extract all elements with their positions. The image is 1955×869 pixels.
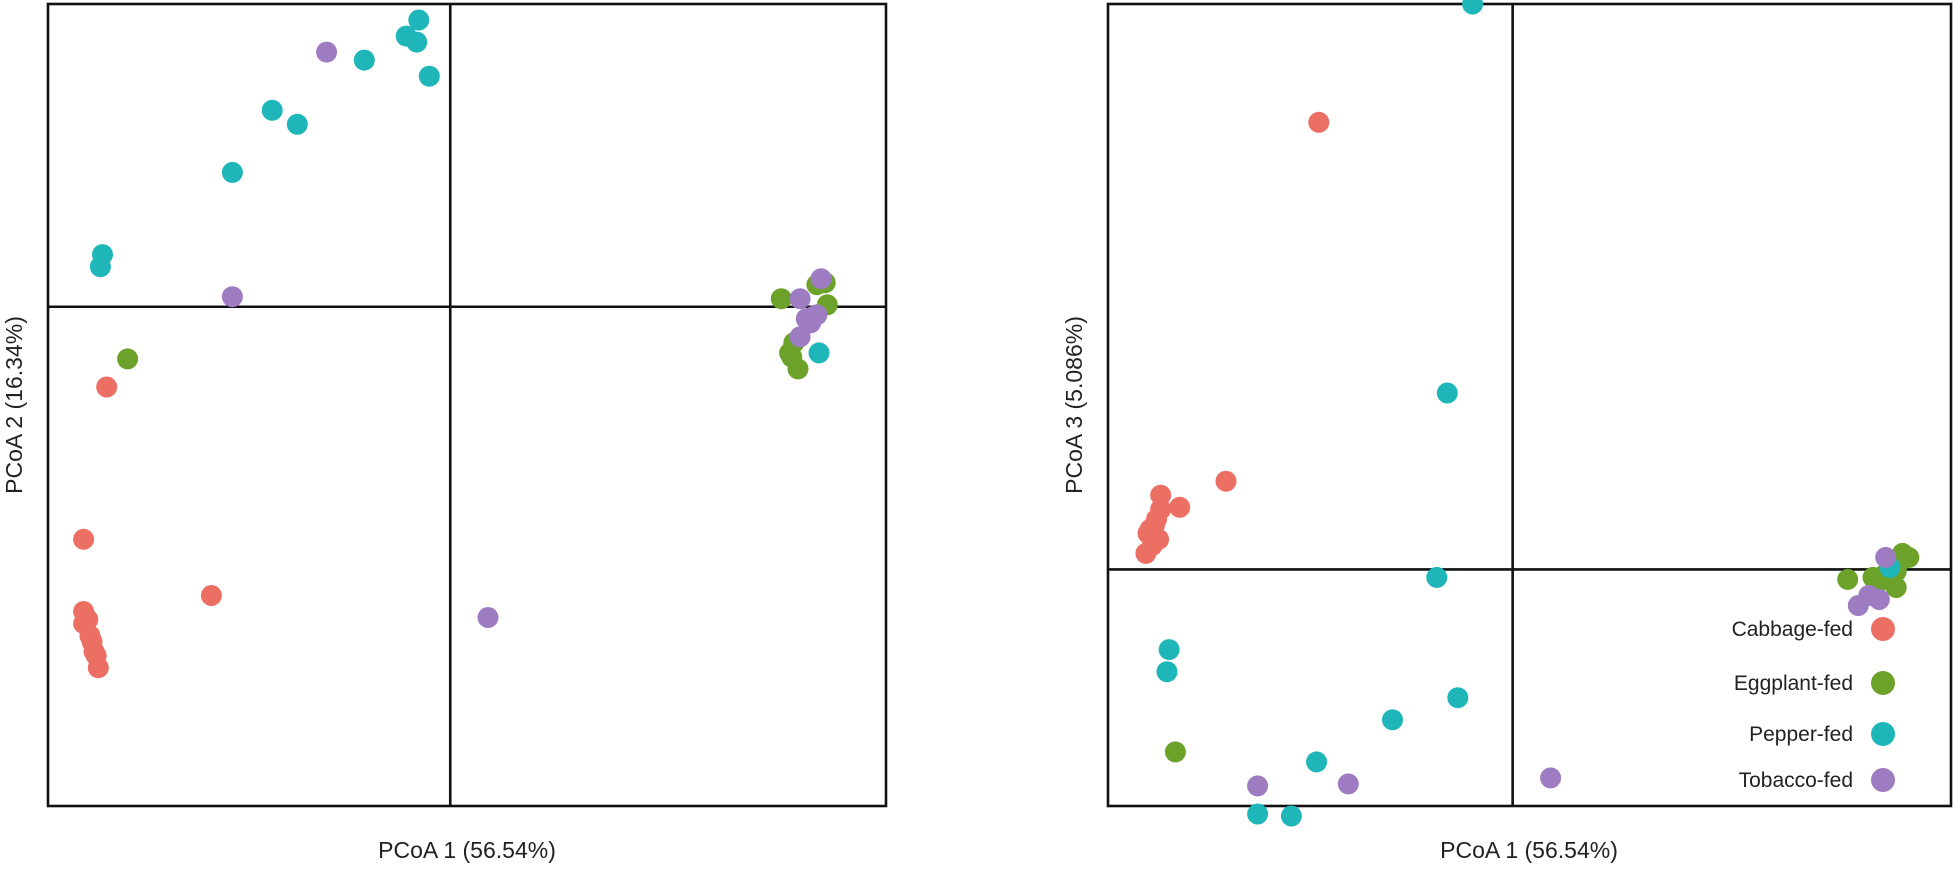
point-tobacco-fed — [1875, 546, 1897, 568]
legend-item-pepper-fed: Pepper-fed — [1749, 722, 1895, 746]
point-cabbage-fed — [1308, 111, 1330, 133]
point-cabbage-fed — [1150, 484, 1172, 506]
point-tobacco-fed — [477, 607, 499, 628]
legend-item-tobacco-fed: Tobacco-fed — [1739, 768, 1895, 792]
point-pepper-fed — [1382, 709, 1403, 731]
point-pepper-fed — [1247, 803, 1269, 825]
point-tobacco-fed — [1337, 773, 1359, 795]
point-tobacco-fed — [789, 288, 811, 310]
legend-label: Cabbage-fed — [1732, 618, 1853, 641]
point-pepper-fed — [408, 9, 430, 31]
point-tobacco-fed — [810, 268, 832, 290]
point-cabbage-fed — [96, 376, 118, 398]
point-tobacco-fed — [316, 41, 338, 63]
point-eggplant-fed — [1898, 546, 1920, 568]
point-pepper-fed — [1462, 0, 1484, 15]
legend-label: Tobacco-fed — [1739, 769, 1853, 792]
legend-label: Pepper-fed — [1749, 723, 1853, 746]
y-axis-label: PCoA 3 (5.086%) — [1061, 316, 1087, 494]
point-pepper-fed — [1426, 566, 1448, 588]
legend-item-cabbage-fed: Cabbage-fed — [1732, 617, 1895, 641]
point-cabbage-fed — [1169, 496, 1191, 518]
point-cabbage-fed — [77, 609, 99, 630]
y-axis-label: PCoA 2 (16.34%) — [1, 316, 27, 494]
point-pepper-fed — [1158, 639, 1180, 661]
pcoa-panel-1-vs-2: PCoA 1 (56.54%) PCoA 2 (16.34%) — [1, 2, 888, 863]
data-points — [1135, 0, 1920, 827]
point-pepper-fed — [1156, 661, 1178, 683]
legend-swatch — [1871, 617, 1895, 641]
point-cabbage-fed — [1215, 470, 1237, 492]
legend-swatch — [1871, 671, 1895, 695]
point-pepper-fed — [418, 65, 440, 87]
point-eggplant-fed — [1164, 741, 1186, 763]
point-tobacco-fed — [1247, 775, 1269, 797]
point-tobacco-fed — [1868, 589, 1890, 610]
point-pepper-fed — [286, 113, 308, 135]
point-pepper-fed — [221, 161, 243, 183]
point-eggplant-fed — [770, 288, 792, 310]
point-pepper-fed — [1306, 751, 1328, 773]
point-pepper-fed — [1447, 687, 1469, 709]
point-pepper-fed — [1436, 382, 1458, 404]
point-eggplant-fed — [781, 346, 803, 368]
point-pepper-fed — [261, 99, 283, 121]
data-points — [73, 9, 838, 679]
point-pepper-fed — [1280, 805, 1302, 827]
point-pepper-fed — [89, 256, 111, 278]
point-tobacco-fed — [1540, 767, 1562, 789]
point-pepper-fed — [353, 49, 375, 71]
legend: Cabbage-fed Eggplant-fed Pepper-fed Toba… — [1732, 617, 1895, 792]
x-axis-label: PCoA 1 (56.54%) — [378, 837, 556, 863]
point-eggplant-fed — [117, 348, 139, 370]
point-pepper-fed — [406, 31, 428, 53]
legend-label: Eggplant-fed — [1734, 672, 1853, 695]
plot-frame — [46, 2, 888, 808]
x-axis-label: PCoA 1 (56.54%) — [1440, 837, 1618, 863]
point-tobacco-fed — [221, 286, 243, 308]
point-cabbage-fed — [1148, 528, 1170, 550]
point-eggplant-fed — [1837, 568, 1859, 590]
legend-swatch — [1871, 768, 1895, 792]
point-pepper-fed — [808, 342, 830, 364]
pcoa-panel-1-vs-3: PCoA 1 (56.54%) PCoA 3 (5.086%) Cabbage-… — [1061, 0, 1953, 863]
point-tobacco-fed — [802, 306, 824, 328]
point-cabbage-fed — [87, 657, 109, 679]
point-cabbage-fed — [73, 528, 95, 550]
legend-item-eggplant-fed: Eggplant-fed — [1734, 671, 1895, 695]
legend-swatch — [1871, 722, 1895, 746]
point-cabbage-fed — [200, 585, 222, 606]
plot-frame — [1106, 2, 1953, 808]
